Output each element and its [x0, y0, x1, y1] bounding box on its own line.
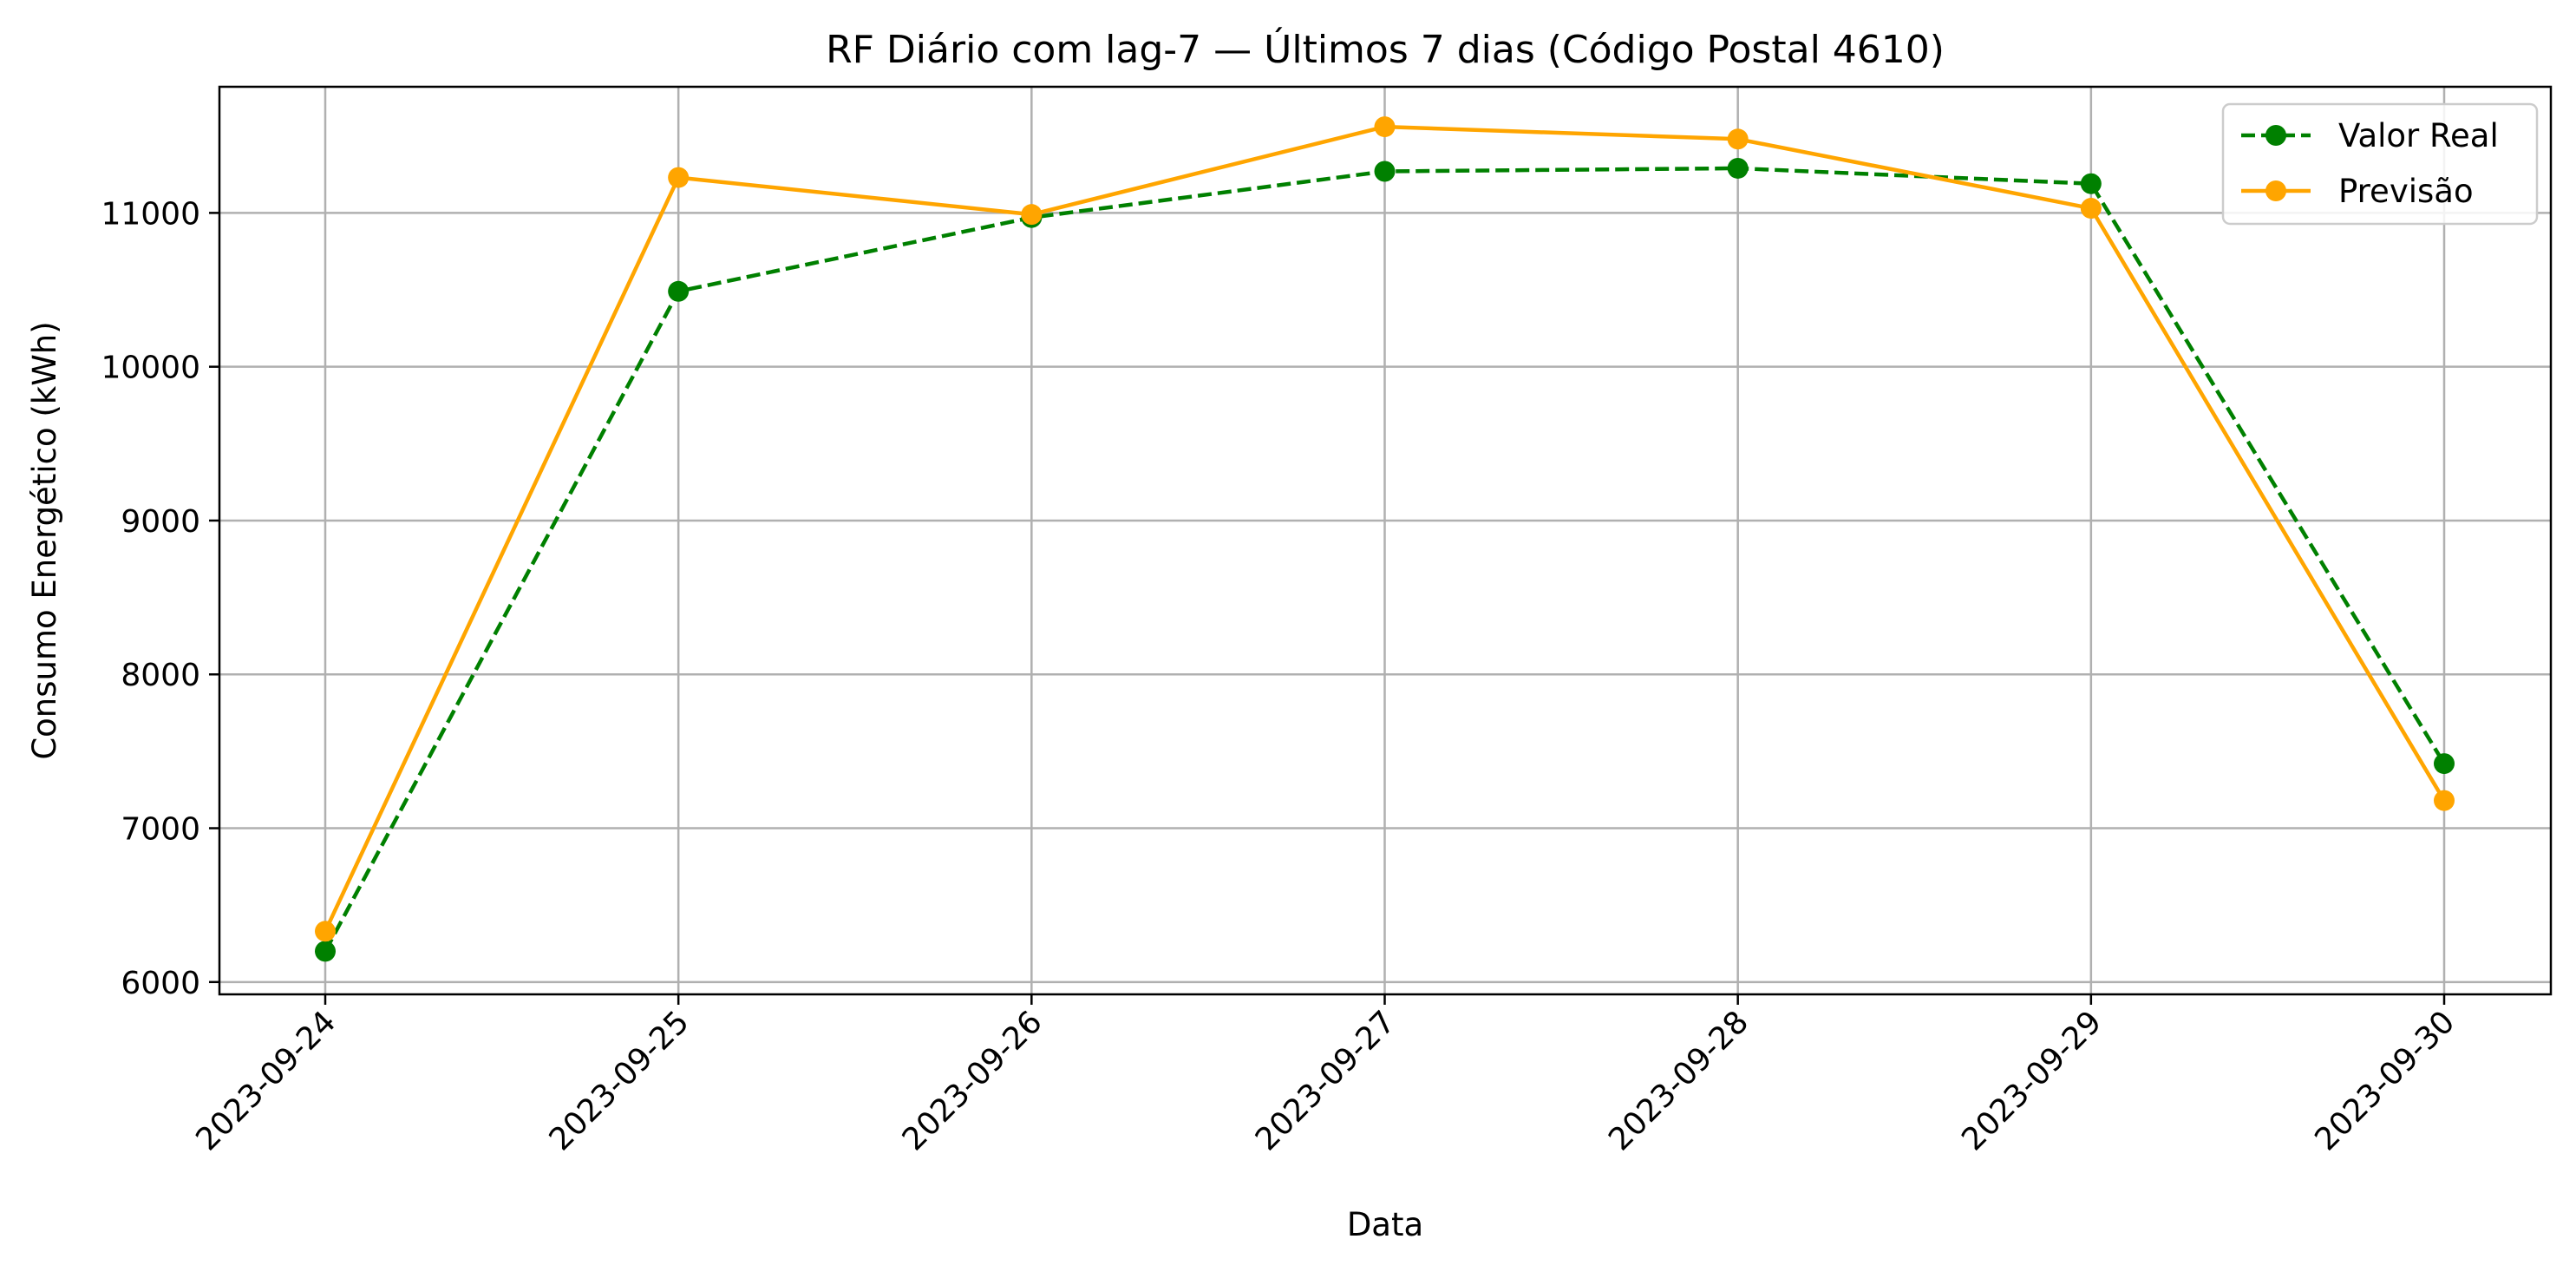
legend-marker-previs-o: [2265, 180, 2286, 201]
x-tick-label: 2023-09-30: [2308, 1004, 2462, 1157]
data-point-valor-real: [2080, 173, 2102, 194]
y-axis-ticks: 6000 7000 8000 9000 10000 11000: [101, 196, 219, 1001]
chart-title: RF Diário com lag-7 — Últimos 7 dias (Có…: [826, 26, 1945, 72]
y-tick-label: 10000: [101, 351, 200, 386]
legend-label-previs-o: Previsão: [2338, 173, 2474, 210]
legend-marker-valor-real: [2265, 125, 2286, 146]
x-axis-ticks: 2023-09-24 2023-09-25 2023-09-26 2023-09-27…: [189, 994, 2462, 1157]
data-point-previs-o: [1727, 128, 1749, 150]
x-tick-label: 2023-09-24: [189, 1004, 343, 1157]
x-tick-label: 2023-09-25: [543, 1004, 696, 1157]
data-point-previs-o: [315, 921, 336, 942]
x-tick-label: 2023-09-27: [1249, 1004, 1402, 1157]
plot-frame: [218, 85, 2553, 996]
x-axis-label: Data: [1347, 1206, 1423, 1243]
data-point-valor-real: [1374, 161, 1396, 182]
legend-label-valor-real: Valor Real: [2338, 117, 2499, 154]
data-point-previs-o: [668, 167, 690, 188]
series-lines: [315, 116, 2455, 962]
data-point-valor-real: [1727, 157, 1749, 179]
data-point-previs-o: [1021, 204, 1043, 226]
data-point-previs-o: [1374, 116, 1396, 138]
x-tick-label: 2023-09-28: [1602, 1004, 1755, 1157]
y-tick-label: 8000: [121, 658, 200, 693]
y-tick-label: 11000: [101, 196, 200, 232]
y-tick-label: 9000: [121, 504, 200, 540]
grid: [219, 87, 2551, 994]
y-axis-label: Consumo Energético (kWh): [26, 321, 63, 759]
x-tick-label: 2023-09-26: [896, 1004, 1049, 1157]
data-point-valor-real: [315, 941, 336, 962]
data-point-valor-real: [668, 280, 690, 302]
data-point-previs-o: [2434, 790, 2455, 811]
legend: Valor Real Previsão: [2221, 102, 2539, 226]
y-tick-label: 7000: [121, 812, 200, 848]
data-point-previs-o: [2080, 198, 2102, 220]
data-point-valor-real: [2434, 753, 2455, 775]
y-tick-label: 6000: [121, 966, 200, 1001]
x-tick-label: 2023-09-29: [1955, 1004, 2109, 1157]
